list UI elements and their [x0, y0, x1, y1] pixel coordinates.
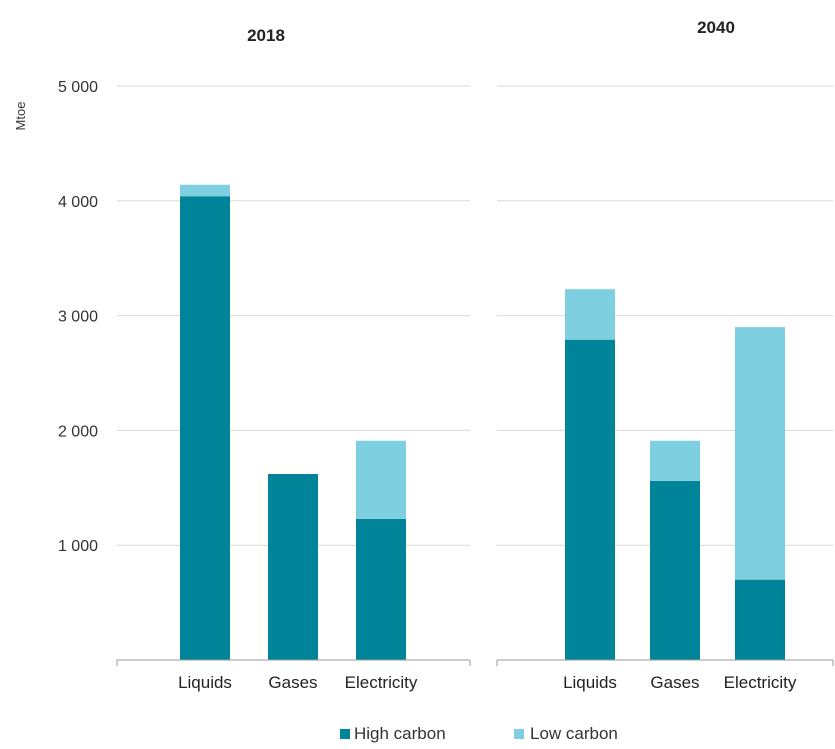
panel-title-2: 2040: [697, 18, 735, 37]
bar-2040-liquids-low-carbon: [565, 289, 615, 340]
bar-2018-electricity-low-carbon: [356, 440, 406, 519]
category-label: Gases: [650, 673, 699, 692]
axes: [116, 659, 834, 666]
labels: 1 000 2 000 3 000 4 000 5 000 Mtoe 2018 Liquids…: [13, 18, 797, 692]
y-tick-label: 1 000: [58, 538, 98, 555]
gridlines: [117, 85, 833, 546]
legend-swatch-high-carbon: [340, 729, 350, 739]
bars: [180, 184, 785, 660]
category-label: Liquids: [178, 673, 232, 692]
legend-swatch-low-carbon: [514, 729, 524, 739]
category-label: Electricity: [345, 673, 418, 692]
legend-label-low-carbon: Low carbon: [530, 724, 618, 743]
y-axis-label: Mtoe: [13, 102, 28, 131]
bar-2040-electricity-low-carbon: [735, 327, 785, 580]
category-label: Gases: [268, 673, 317, 692]
category-label: Electricity: [724, 673, 797, 692]
y-tick-label: 3 000: [58, 309, 98, 326]
bar-2040-electricity-high-carbon: [735, 579, 785, 660]
panel-title-1: 2018: [247, 26, 285, 45]
bar-2040-liquids-high-carbon: [565, 339, 615, 660]
bar-2018-electricity-high-carbon: [356, 518, 406, 660]
bar-2018-liquids-high-carbon: [180, 196, 230, 660]
legend-label-high-carbon: High carbon: [354, 724, 446, 743]
bar-2018-gases-high-carbon: [268, 474, 318, 660]
bar-2040-gases-low-carbon: [650, 440, 700, 481]
y-tick-label: 5 000: [58, 79, 98, 96]
y-tick-label: 4 000: [58, 194, 98, 211]
legend: High carbon Low carbon: [340, 724, 618, 743]
bar-2018-liquids-low-carbon: [180, 184, 230, 197]
category-label: Liquids: [563, 673, 617, 692]
y-tick-label: 2 000: [58, 423, 98, 440]
bar-2040-gases-high-carbon: [650, 480, 700, 660]
